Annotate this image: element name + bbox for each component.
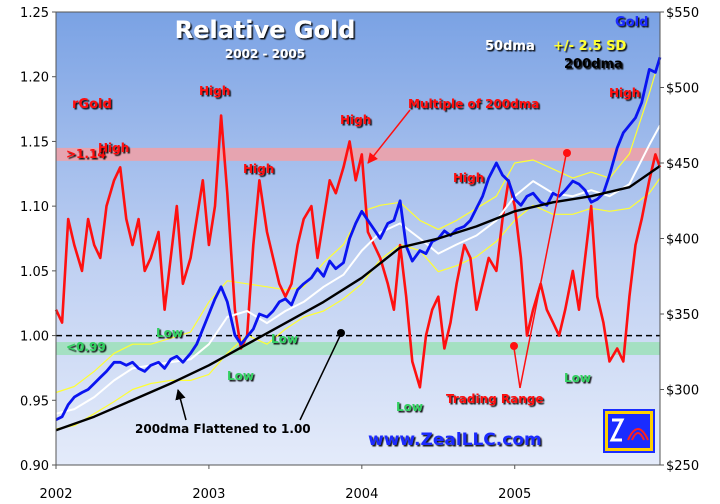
threshold-band-1 (56, 147, 660, 161)
annotation-high-2004: High (340, 113, 371, 127)
left-tick-label: 1.25 (20, 6, 49, 21)
chart-subtitle: 2002 - 2005 (225, 47, 305, 61)
annotation-high-2004-late: High (453, 171, 484, 185)
annotation-low-2002: Low (156, 326, 183, 340)
series-line-dma50 (55, 124, 661, 415)
annotation-low-2005: Low (564, 371, 591, 385)
annotation-lower-threshold: <0.99 (66, 340, 106, 354)
left-tick-label: 1.10 (20, 200, 49, 215)
right-axis: $250 $300 $350 $400 $450 $500 $550 (660, 6, 699, 474)
series-line-dma200 (55, 165, 661, 432)
left-axis: 0.90 0.95 1.00 1.05 1.10 1.15 1.20 1.25 (20, 6, 56, 474)
annotation-high-2005: High (609, 86, 640, 100)
left-tick-label: 0.90 (20, 459, 49, 474)
plot-background (56, 12, 660, 465)
series-line-rgold (54, 114, 662, 389)
right-tick-label: $400 (666, 233, 699, 248)
zeal-logo (603, 409, 655, 453)
annotation-pointers (175, 109, 571, 421)
annotation-high-2003-peak: High (199, 84, 230, 98)
pointer-trading-range-right (519, 154, 567, 389)
pointer-trading-range-left (513, 347, 521, 389)
pointer-dot-200dma (337, 329, 345, 337)
left-tick-label: 1.15 (20, 135, 49, 150)
annotation-200dma-flattened: 200dma Flattened to 1.00 (135, 422, 311, 436)
x-tick-label: 2002 (39, 487, 72, 502)
series-line-gold (55, 56, 662, 421)
annotation-upper-threshold: >1.14 (66, 147, 106, 161)
legend-200dma: 200dma (564, 57, 623, 72)
annotation-trading-range: Trading Range (446, 392, 544, 406)
left-tick-label: 1.00 (20, 330, 49, 345)
left-tick-label: 1.20 (20, 71, 49, 86)
legend-gold: Gold (615, 15, 648, 30)
x-tick-label: 2004 (345, 487, 378, 502)
chart-title: Relative Gold (175, 16, 356, 44)
series-line-band_lower (55, 177, 661, 430)
right-tick-label: $450 (666, 157, 699, 172)
annotation-rgold: rGold (72, 97, 112, 112)
series-layer (54, 56, 662, 432)
right-tick-label: $500 (666, 82, 699, 97)
legend: Gold 50dma +/- 2.5 SD 200dma (485, 15, 648, 72)
x-axis: 2002 2003 2004 2005 (39, 465, 531, 502)
right-tick-label: $300 (666, 384, 699, 399)
x-tick-label: 2005 (498, 487, 531, 502)
right-tick-label: $350 (666, 308, 699, 323)
left-tick-label: 0.95 (20, 394, 49, 409)
pointer-dot-trading-range-left (510, 342, 518, 350)
watermark-url: www.ZealLLC.com (368, 430, 542, 450)
annotation-low-2003-b: Low (271, 332, 298, 346)
left-tick-label: 1.05 (20, 265, 49, 280)
x-tick-label: 2003 (192, 487, 225, 502)
pointer-multiple-of-200dma (367, 109, 411, 164)
pointer-dot-trading-range-right (563, 149, 571, 157)
annotation-low-2004: Low (396, 400, 423, 414)
legend-sd-band: +/- 2.5 SD (553, 39, 626, 54)
annotations: rGold >1.14 <0.99 High High High High Hi… (66, 84, 640, 436)
legend-50dma: 50dma (485, 39, 535, 54)
annotation-multiple-of-200dma: Multiple of 200dma (408, 97, 539, 111)
annotation-high-2003-mid: High (243, 162, 274, 176)
right-tick-label: $250 (666, 459, 699, 474)
annotation-low-2003-a: Low (227, 369, 254, 383)
annotation-high-2002: High (98, 141, 129, 155)
right-tick-label: $550 (666, 6, 699, 21)
pointer-200dma-right (299, 335, 341, 421)
pointer-200dma-left (175, 388, 187, 421)
